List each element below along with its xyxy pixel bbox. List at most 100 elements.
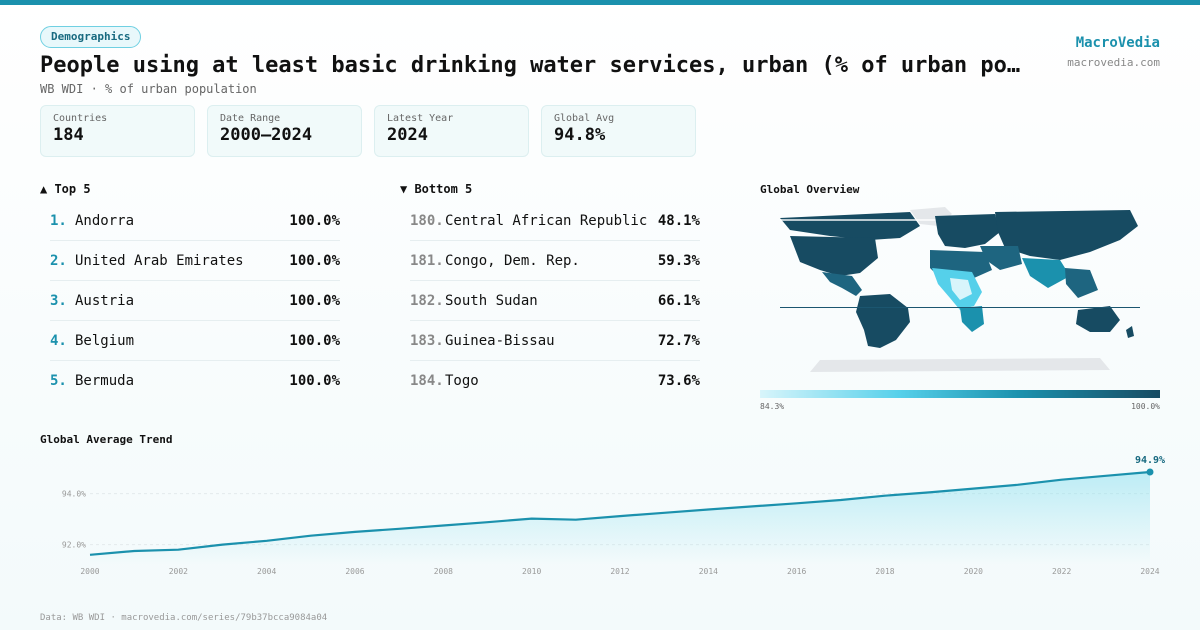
list-item[interactable]: 184. Togo 73.6%: [410, 361, 700, 401]
trend-end-point[interactable]: [1146, 468, 1154, 476]
x-tick-label: 2024: [1140, 567, 1159, 576]
map-region-south-america[interactable]: [856, 294, 910, 348]
rank-number: 180.: [410, 212, 444, 229]
rank-number: 5.: [50, 373, 67, 389]
rank-number: 182.: [410, 292, 444, 309]
country-value: 100.0%: [289, 292, 340, 309]
trend-chart-title: Global Average Trend: [40, 433, 173, 446]
country-value: 66.1%: [657, 292, 700, 309]
top5-heading: ▲ Top 5: [40, 182, 91, 196]
trend-line-chart[interactable]: 92.0% 94.0% 2000 2002 2004 2006 2008 2010 2012 20…: [0, 440, 1200, 585]
x-tick-label: 2004: [257, 567, 276, 576]
country-value: 73.6%: [657, 373, 700, 389]
country-name: Congo, Dem. Rep.: [445, 252, 580, 269]
map-region-europe[interactable]: [935, 214, 1000, 248]
x-tick-label: 2006: [345, 567, 364, 576]
x-tick-label: 2016: [787, 567, 806, 576]
map-region-australia[interactable]: [1076, 306, 1120, 332]
country-value: 100.0%: [289, 212, 340, 229]
list-item[interactable]: 2. United Arab Emirates 100.0%: [50, 241, 340, 281]
bottom5-list: 180. Central African Republic 48.1% 181.…: [410, 201, 700, 401]
country-value: 100.0%: [289, 373, 340, 389]
accent-bar: [0, 0, 1200, 5]
country-value: 48.1%: [657, 212, 700, 229]
list-item[interactable]: 183. Guinea-Bissau 72.7%: [410, 321, 700, 361]
list-item[interactable]: 4. Belgium 100.0%: [50, 321, 340, 361]
map-region-russia-asia[interactable]: [995, 210, 1138, 260]
list-item[interactable]: 182. South Sudan 66.1%: [410, 281, 700, 321]
country-value: 100.0%: [289, 252, 340, 269]
stat-value: 184: [53, 125, 84, 145]
rank-number: 181.: [410, 252, 444, 269]
stat-card-date-range: Date Range 2000–2024: [207, 105, 362, 157]
top5-list: 1. Andorra 100.0% 2. United Arab Emirate…: [50, 201, 340, 401]
x-tick-label: 2008: [434, 567, 453, 576]
map-region-south-asia[interactable]: [1022, 258, 1070, 288]
rank-number: 4.: [50, 332, 67, 349]
stat-value: 94.8%: [554, 125, 606, 145]
list-item[interactable]: 1. Andorra 100.0%: [50, 201, 340, 241]
country-value: 100.0%: [289, 332, 340, 349]
list-item[interactable]: 180. Central African Republic 48.1%: [410, 201, 700, 241]
map-region-southern-africa[interactable]: [960, 306, 984, 332]
country-name: Andorra: [75, 212, 135, 229]
country-name: Togo: [445, 373, 479, 389]
x-tick-label: 2022: [1052, 567, 1071, 576]
page-subtitle: WB WDI · % of urban population: [40, 82, 257, 96]
x-tick-label: 2000: [80, 567, 99, 576]
scale-max-label: 100.0%: [1131, 402, 1160, 411]
trend-area: [90, 472, 1150, 565]
country-name: Austria: [75, 292, 135, 309]
map-region-united-states[interactable]: [790, 236, 878, 276]
country-name: Central African Republic: [445, 212, 648, 229]
country-name: Belgium: [75, 332, 135, 349]
stat-value: 2024: [387, 125, 428, 145]
trend-line[interactable]: [89, 470, 1151, 556]
rank-number: 184.: [410, 373, 444, 389]
list-item[interactable]: 181. Congo, Dem. Rep. 59.3%: [410, 241, 700, 281]
brand-url[interactable]: macrovedia.com: [1067, 56, 1160, 69]
country-value: 72.7%: [657, 332, 700, 349]
stat-card-countries: Countries 184: [40, 105, 195, 157]
rank-number: 1.: [50, 212, 67, 229]
stat-card-latest-year: Latest Year 2024: [374, 105, 529, 157]
map-region-middle-east[interactable]: [980, 246, 1022, 270]
country-name: United Arab Emirates: [75, 252, 244, 269]
x-tick-label: 2018: [875, 567, 894, 576]
stat-label: Countries: [53, 113, 108, 124]
rank-number: 3.: [50, 292, 67, 309]
map-region-new-zealand[interactable]: [1126, 326, 1134, 338]
y-tick-label: 92.0%: [62, 541, 86, 550]
brand-logo[interactable]: MacroVedia: [1075, 35, 1160, 51]
scale-min-label: 84.3%: [760, 402, 785, 411]
page-title: People using at least basic drinking wat…: [40, 53, 1030, 78]
x-tick-label: 2014: [699, 567, 718, 576]
map-region-antarctica[interactable]: [810, 358, 1110, 372]
stat-card-global-avg: Global Avg 94.8%: [541, 105, 696, 157]
x-tick-label: 2020: [964, 567, 983, 576]
map-region-drc[interactable]: [950, 278, 972, 300]
map-region-mexico[interactable]: [822, 272, 862, 296]
category-badge[interactable]: Demographics: [40, 26, 142, 48]
stat-label: Date Range: [220, 113, 281, 124]
footer-source: Data: WB WDI · macrovedia.com/series/79b…: [40, 613, 328, 623]
country-name: Guinea-Bissau: [445, 332, 555, 349]
country-name: Bermuda: [75, 373, 135, 389]
country-value: 59.3%: [657, 252, 700, 269]
stat-label: Global Avg: [554, 113, 615, 124]
y-tick-label: 94.0%: [62, 490, 86, 499]
map-region-southeast-asia[interactable]: [1065, 268, 1098, 298]
list-item[interactable]: 3. Austria 100.0%: [50, 281, 340, 321]
map-equator-line: [780, 307, 1140, 308]
map-title: Global Overview: [760, 183, 860, 196]
x-tick-label: 2012: [610, 567, 629, 576]
trend-end-label: 94.9%: [1135, 455, 1165, 466]
map-region-canada[interactable]: [780, 212, 920, 240]
stat-label: Latest Year: [387, 113, 454, 124]
rank-number: 183.: [410, 332, 444, 349]
country-name: South Sudan: [445, 292, 538, 309]
list-item[interactable]: 5. Bermuda 100.0%: [50, 361, 340, 401]
x-tick-label: 2010: [522, 567, 541, 576]
stat-value: 2000–2024: [220, 125, 313, 145]
world-choropleth-map[interactable]: [760, 198, 1160, 383]
